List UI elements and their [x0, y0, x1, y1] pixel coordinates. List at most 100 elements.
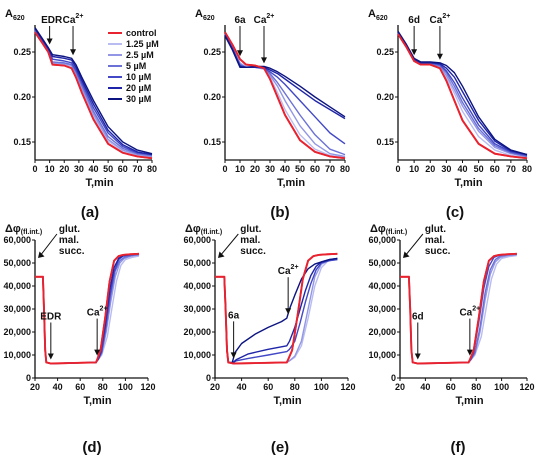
x-tick-label: 30	[74, 164, 84, 174]
x-axis-title: T,min	[83, 395, 111, 407]
annotation-arrow-line	[404, 233, 424, 257]
chart-panel-2: 0 10 20 30 40 50 60 70 80 0.15 0.20 0.25 T,min A620 6a…	[195, 8, 350, 221]
x-tick-label: 40	[88, 164, 98, 174]
annotation-arrowhead	[218, 251, 225, 258]
y-tick-label: 30,000	[183, 304, 211, 314]
annotation-compound-arrowhead	[237, 50, 243, 57]
y-axis-title: A620	[5, 8, 25, 22]
x-tick-label: 80	[147, 164, 157, 174]
annotation-calcium-label: Ca2+	[278, 264, 299, 277]
series-line-2	[224, 33, 346, 158]
y-tick-label: 50,000	[3, 258, 31, 268]
chart-panel-6: 20 40 60 80 100 120 0 10,000 20,000 30,000 40,000 5…	[368, 223, 534, 456]
x-tick-label: 60	[263, 382, 273, 392]
annotation-compound-label: 6a	[234, 15, 246, 26]
chart-panel-5: 20 40 60 80 100 120 0 10,000 20,000 30,000 40,000 5…	[183, 223, 355, 456]
panel-label: (b)	[270, 204, 289, 221]
x-axis-title: T,min	[277, 177, 305, 189]
x-axis-title: T,min	[273, 395, 301, 407]
series-line-control	[400, 252, 517, 365]
x-tick-label: 10	[409, 164, 419, 174]
y-axis-title: Δφ(fl.int.)	[185, 223, 222, 236]
x-tick-label: 0	[222, 164, 227, 174]
series-line-7	[397, 30, 528, 156]
annotation-compound-label: 6d	[408, 15, 420, 26]
y-axis-title: A620	[368, 8, 388, 22]
y-tick-label: 0	[26, 373, 31, 383]
x-axis-title: T,min	[455, 395, 483, 407]
annotation-arrowhead	[403, 251, 410, 258]
annotation-calcium-label: Ca2+	[459, 306, 480, 319]
x-tick-label: 80	[522, 164, 532, 174]
series-line-4	[397, 32, 528, 158]
y-tick-label: 50,000	[183, 258, 211, 268]
annotation-substrates: glut. mal. succ.	[59, 224, 85, 257]
series-line-4	[224, 33, 346, 156]
x-tick-label: 100	[118, 382, 133, 392]
annotation-substrates: glut. mal. succ.	[240, 224, 266, 257]
annotation-calcium-label: Ca2+	[63, 13, 84, 26]
y-tick-label: 10,000	[3, 350, 31, 360]
x-tick-label: 100	[494, 382, 509, 392]
y-tick-label: 10,000	[183, 350, 211, 360]
y-tick-label: 30,000	[368, 304, 396, 314]
x-tick-label: 40	[457, 164, 467, 174]
y-tick-label: 40,000	[183, 281, 211, 291]
annotation-calcium-arrowhead	[70, 49, 77, 56]
x-tick-label: 60	[75, 382, 85, 392]
x-tick-label: 60	[310, 164, 320, 174]
x-tick-label: 40	[237, 382, 247, 392]
chart-panel-1: 0 10 20 30 40 50 60 70 80 0.15 0.20 0.25 T,min A620 ED…	[5, 8, 159, 221]
series-line-5	[397, 31, 528, 157]
y-axis-title: A620	[195, 8, 215, 22]
x-tick-label: 70	[132, 164, 142, 174]
annotation-compound-label: 6a	[228, 310, 240, 321]
x-tick-label: 70	[325, 164, 335, 174]
series-line-1	[224, 31, 346, 160]
annotation-calcium-arrowhead	[466, 349, 473, 356]
series-line-control	[35, 252, 140, 365]
y-tick-label: 60,000	[3, 235, 31, 245]
y-tick-label: 0	[206, 373, 211, 383]
y-tick-label: 50,000	[368, 258, 396, 268]
y-tick-label: 60,000	[183, 235, 211, 245]
legend-label: 10 µM	[126, 72, 151, 82]
annotation-calcium-arrowhead	[94, 349, 101, 356]
panel-label: (f)	[451, 439, 466, 456]
panel-label: (a)	[81, 204, 99, 221]
annotation-compound-label: EDR	[41, 15, 63, 26]
series-line-control	[215, 252, 338, 365]
annotation-calcium-arrowhead	[261, 57, 267, 64]
x-tick-label: 10	[235, 164, 245, 174]
series-line-5	[224, 34, 346, 145]
x-tick-label: 60	[490, 164, 500, 174]
legend-label: 2.5 µM	[126, 50, 154, 60]
annotation-calcium-arrowhead	[285, 308, 292, 315]
series-line-6	[397, 31, 528, 156]
y-tick-label: 60,000	[368, 235, 396, 245]
x-tick-label: 120	[519, 382, 534, 392]
x-tick-label: 80	[98, 382, 108, 392]
annotation-arrowhead	[38, 251, 45, 258]
series-line-control	[224, 31, 346, 160]
x-tick-label: 20	[30, 382, 40, 392]
annotation-substrates: glut. mal. succ.	[425, 224, 451, 257]
annotation-compound-label: EDR	[40, 312, 62, 323]
x-tick-label: 80	[340, 164, 350, 174]
annotation-calcium-label: Ca2+	[254, 13, 275, 26]
x-tick-label: 0	[32, 164, 37, 174]
y-tick-label: 0.25	[376, 47, 394, 57]
annotation-arrow-line	[219, 233, 239, 257]
x-tick-label: 60	[446, 382, 456, 392]
y-tick-label: 0.20	[203, 92, 221, 102]
x-tick-label: 30	[265, 164, 275, 174]
x-tick-label: 40	[53, 382, 63, 392]
annotation-compound-arrowhead	[47, 353, 54, 360]
y-tick-label: 20,000	[183, 327, 211, 337]
y-tick-label: 0.20	[13, 92, 31, 102]
x-tick-label: 20	[210, 382, 220, 392]
x-tick-label: 20	[425, 164, 435, 174]
y-tick-label: 40,000	[3, 281, 31, 291]
panel-label: (e)	[271, 439, 289, 456]
series-line-3	[224, 33, 346, 158]
